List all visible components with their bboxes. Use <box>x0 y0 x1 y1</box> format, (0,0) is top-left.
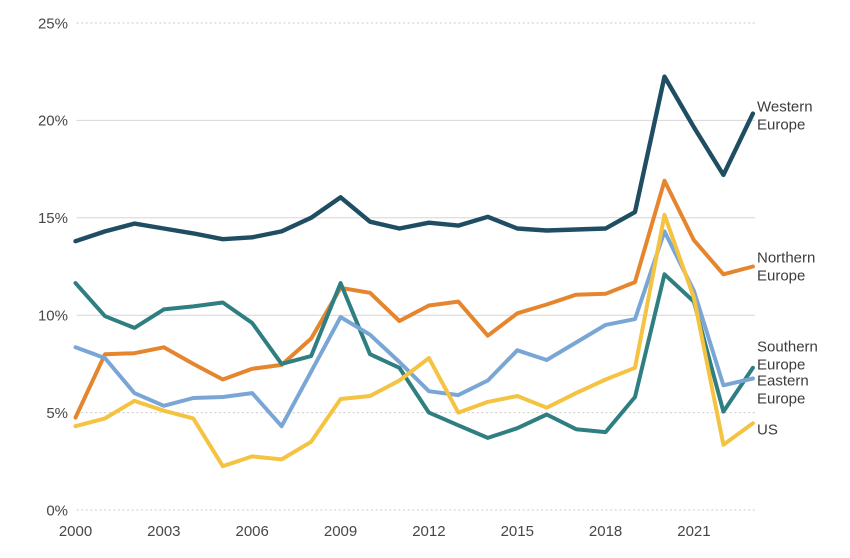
series-label-southern-europe: Southern <box>757 338 818 355</box>
series-label-western-europe: Europe <box>757 116 805 133</box>
y-axis-tick-label: 10% <box>38 308 68 325</box>
series-line-eastern-europe <box>73 229 755 429</box>
series-label-eastern-europe: Europe <box>757 390 805 407</box>
x-axis-tick-label: 2018 <box>589 523 622 540</box>
series-line-western-europe <box>73 74 756 244</box>
series-label-eastern-europe: Eastern <box>757 372 809 389</box>
y-axis-tick-label: 20% <box>38 113 68 130</box>
series-line-northern-europe <box>73 178 755 420</box>
series-line-us <box>73 212 755 469</box>
series-label-northern-europe: Europe <box>757 267 805 284</box>
y-axis-tick-label: 25% <box>38 15 68 32</box>
x-axis-tick-label: 2003 <box>147 523 180 540</box>
series-label-northern-europe: Northern <box>757 249 815 266</box>
series-line-southern-europe <box>73 272 755 440</box>
x-axis-tick-label: 2009 <box>324 523 357 540</box>
series-label-western-europe: Western <box>757 98 813 115</box>
y-axis-tick-label: 0% <box>46 502 68 519</box>
series-label-us: US <box>757 421 778 438</box>
x-axis-tick-label: 2021 <box>677 523 710 540</box>
series-label-southern-europe: Europe <box>757 356 805 373</box>
x-axis-tick-label: 2000 <box>59 523 92 540</box>
x-axis-tick-label: 2012 <box>412 523 445 540</box>
x-axis-tick-label: 2015 <box>501 523 534 540</box>
y-axis-tick-label: 15% <box>38 210 68 227</box>
y-axis-tick-label: 5% <box>46 405 68 422</box>
x-axis-tick-label: 2006 <box>236 523 269 540</box>
